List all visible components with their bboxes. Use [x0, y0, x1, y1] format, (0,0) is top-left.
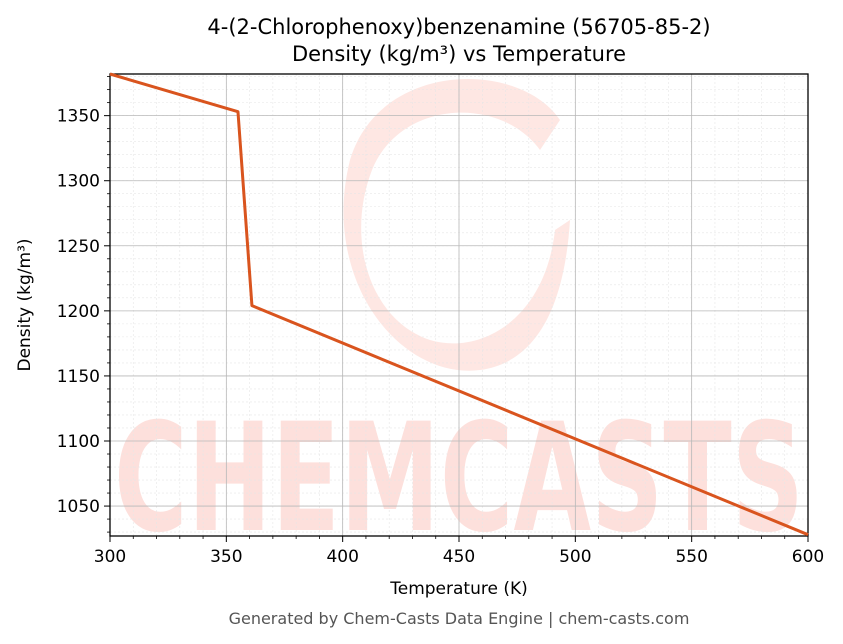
y-tick-label: 1300 — [57, 172, 100, 192]
x-tick-label: 400 — [326, 547, 358, 567]
y-tick-label: 1350 — [57, 107, 100, 127]
watermark-logo — [343, 79, 570, 371]
y-tick-label: 1150 — [57, 367, 100, 387]
x-tick-label: 600 — [792, 547, 824, 567]
y-tick-label: 1250 — [57, 237, 100, 257]
y-tick-label: 1100 — [57, 432, 100, 452]
y-tick-label: 1200 — [57, 302, 100, 322]
series-line — [109, 72, 809, 537]
footer-credit: Generated by Chem-Casts Data Engine | ch… — [229, 609, 690, 628]
x-axis-label: Temperature (K) — [389, 579, 528, 599]
chart-subtitle: Density (kg/m³) vs Temperature — [292, 42, 626, 66]
y-axis-label: Density (kg/m³) — [15, 238, 35, 371]
x-tick-label: 350 — [210, 547, 242, 567]
x-tick-label: 300 — [94, 547, 126, 567]
x-tick-label: 500 — [559, 547, 591, 567]
x-tick-label: 550 — [675, 547, 707, 567]
chart-title: 4-(2-Chlorophenoxy)benzenamine (56705-85… — [207, 15, 710, 39]
plot-frame — [109, 73, 809, 537]
y-tick-label: 1050 — [57, 497, 100, 517]
x-tick-label: 450 — [443, 547, 475, 567]
